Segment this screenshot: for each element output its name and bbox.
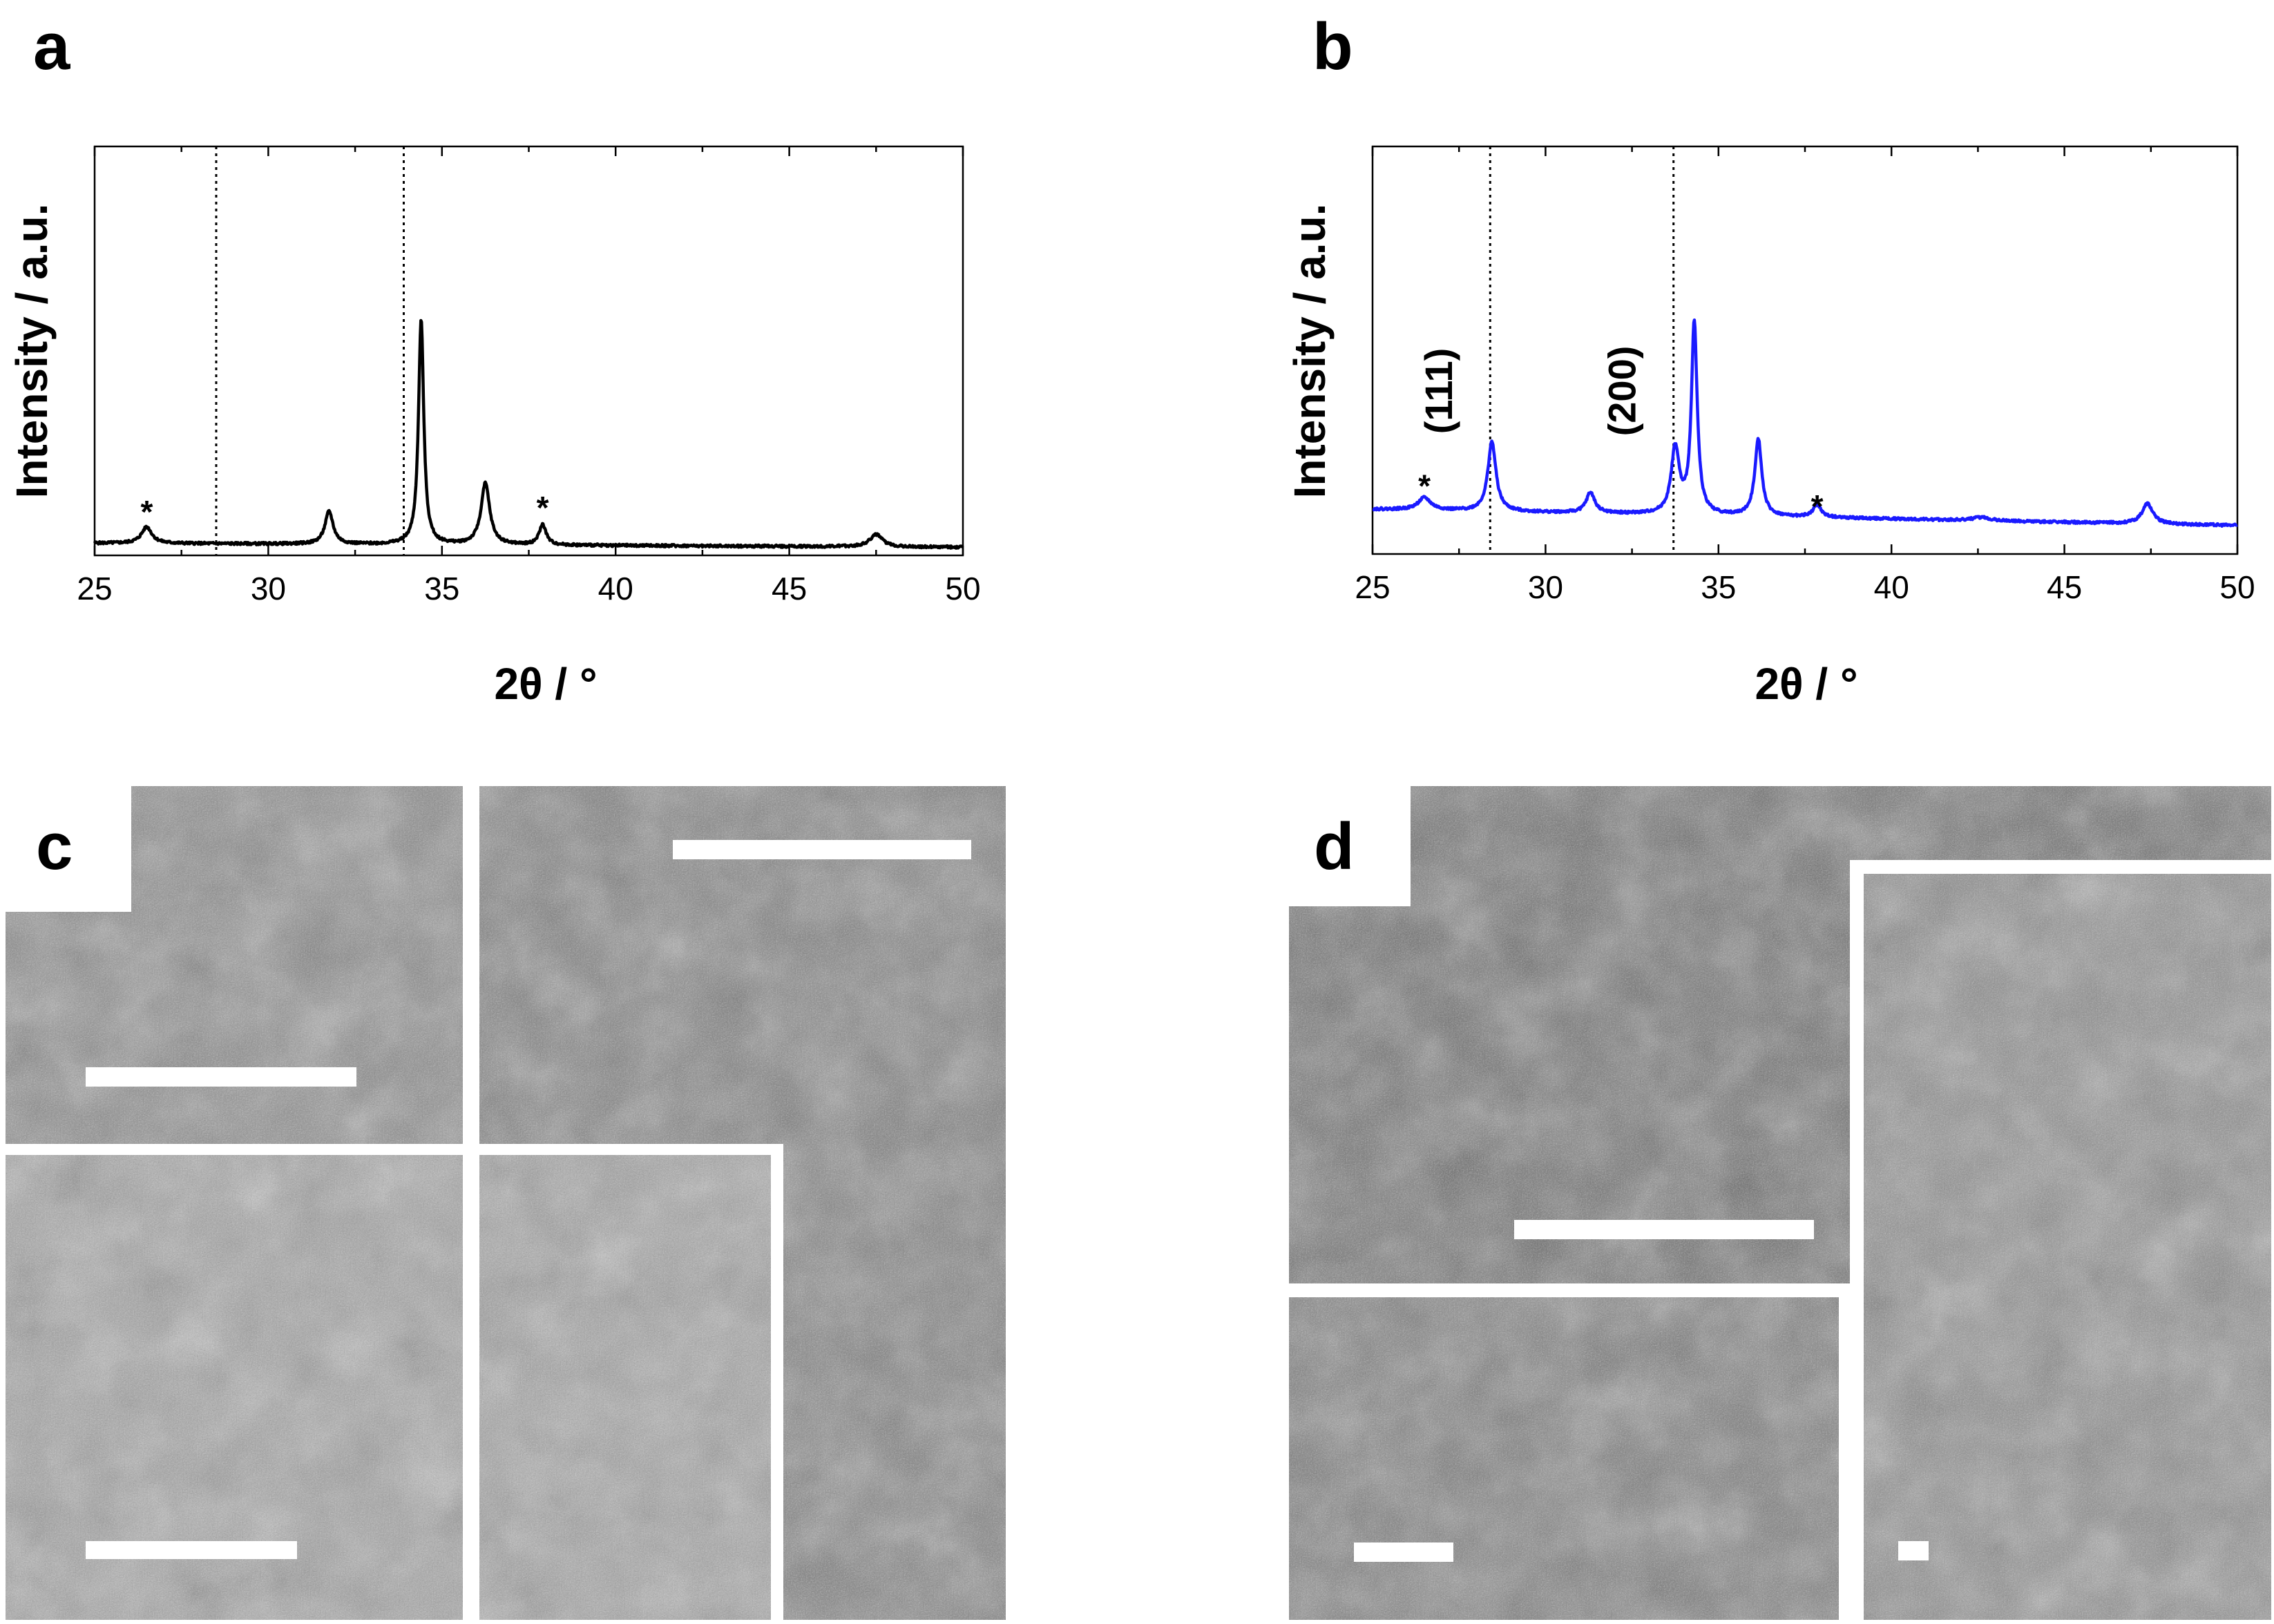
panel-letter-a: a [33,10,70,84]
x-tick-label: 35 [1701,569,1736,605]
y-axis-title-b: Intensity / a.u. [1285,204,1335,499]
x-tick-label: 50 [2219,569,2255,605]
xrd-pattern-a [93,318,964,550]
annotations-b: * * (111) (200) [1417,346,1823,525]
sem-panel-c: c [0,781,1006,1620]
hkl-label: (200) [1601,346,1644,437]
scale-bar [86,1067,356,1087]
x-axis-title-a: 2θ / ° [494,659,597,709]
x-tick-label: 45 [2047,569,2082,605]
x-ticks-a: 25 30 35 40 45 50 [77,146,981,606]
scale-bar [1354,1542,1453,1562]
x-tick-label: 40 [1874,569,1909,605]
plot-frame-b [1371,145,2239,555]
panel-letter-d: d [1314,810,1355,883]
panel-letter-b: b [1312,10,1353,84]
plot-frame-a [93,145,964,557]
xrd-panel-a: a 25 30 35 40 45 50 * * Intensity / a.u. 2θ / … [7,10,981,709]
x-tick-label: 40 [598,571,633,606]
y-axis-title-a: Intensity / a.u. [7,204,57,499]
xrd-pattern-b [1371,318,2239,528]
impurity-marker: * [1418,468,1431,504]
scale-bar [1514,1220,1814,1239]
hkl-label: (111) [1417,348,1460,434]
x-axis-title-b: 2θ / ° [1755,659,1857,709]
xrd-panel-b: b 25 30 35 40 45 50 * * (111) (200) Intensity / … [1285,10,2255,709]
scale-bar [673,840,971,859]
x-ticks-b: 25 30 35 40 45 50 [1355,146,2255,605]
scale-bar [1898,1541,1929,1560]
x-tick-label: 35 [424,571,459,606]
sem-c-bottom-left [6,1155,771,1620]
impurity-marker: * [1811,488,1824,524]
x-tick-label: 30 [1528,569,1563,605]
x-tick-label: 50 [945,571,980,606]
x-tick-label: 25 [1355,569,1390,605]
panel-letter-c: c [36,810,73,883]
impurity-marker: * [140,494,153,530]
scale-bar [86,1541,297,1559]
reference-lines-b [1489,146,1675,554]
reference-lines-a [215,146,405,555]
annotations-a: * * [140,490,548,530]
impurity-marker: * [537,490,549,526]
sem-d-right [1864,874,2271,1620]
x-tick-label: 30 [251,571,286,606]
sem-panel-d: d [1285,781,2274,1620]
x-tick-label: 25 [77,571,112,606]
sem-d-bottom-left [1289,1297,1839,1620]
x-tick-label: 45 [772,571,807,606]
